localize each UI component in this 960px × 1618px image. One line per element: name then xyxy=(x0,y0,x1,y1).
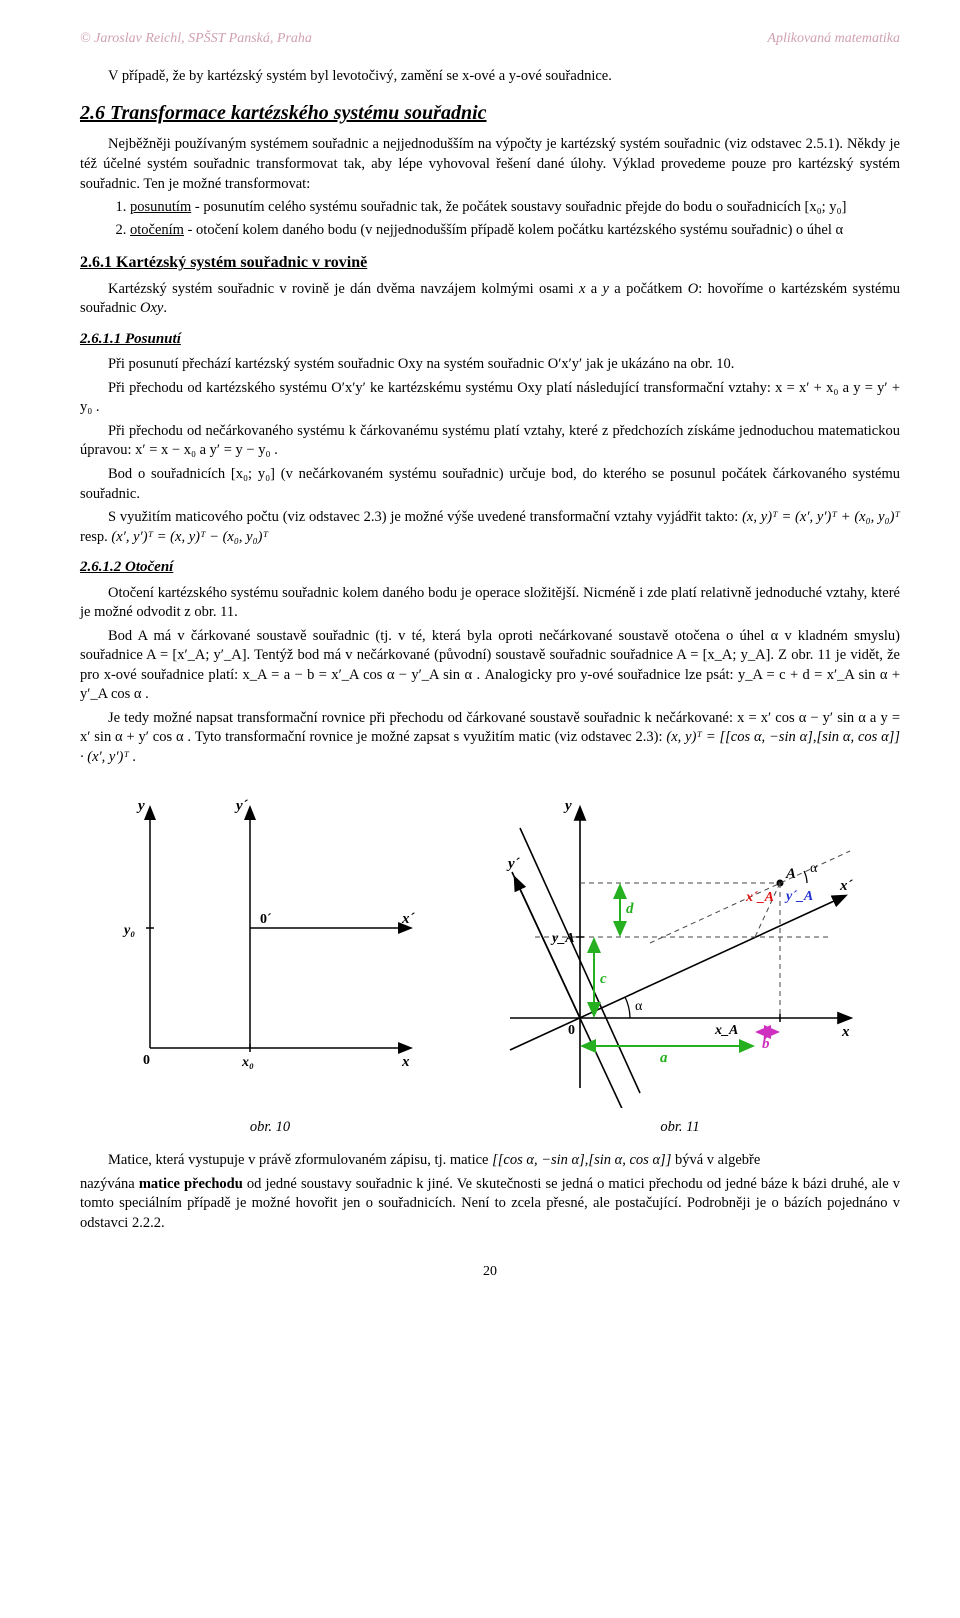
matrix-eq-1: (x, y)ᵀ = (x′, y′)ᵀ + (x₀, y₀)ᵀ xyxy=(742,509,900,525)
label-y: y xyxy=(136,798,145,814)
tail-p1: Matice, která vystupuje v právě zformulo… xyxy=(80,1151,900,1171)
label-d: d xyxy=(626,901,634,917)
sec2611-p2: Při přechodu od kartézského systému O′x′… xyxy=(80,379,900,418)
label-xp: x´ xyxy=(401,911,416,927)
label-O: 0 xyxy=(143,1053,150,1068)
heading-2-6-1: 2.6.1 Kartézský systém souřadnic v rovin… xyxy=(80,252,900,274)
sec2612-p1: Otočení kartézského systému souřadnic ko… xyxy=(80,584,900,623)
bold-term: matice přechodu xyxy=(139,1176,243,1192)
label-A: A xyxy=(785,866,796,882)
sec26-p1: Nejběžněji používaným systémem souřadnic… xyxy=(80,135,900,194)
matrix-eq-2: (x′, y′)ᵀ = (x, y)ᵀ − (x₀, y₀)ᵀ xyxy=(111,529,268,545)
heading-2-6-1-1: 2.6.1.1 Posunutí xyxy=(80,329,900,349)
sec2612-p3: Je tedy možné napsat transformační rovni… xyxy=(80,709,900,768)
li2-head: otočením xyxy=(130,222,184,238)
label-y0: y₀ xyxy=(122,923,135,938)
label-x11: x xyxy=(841,1024,850,1040)
sec2611-p4: Bod o souřadnicích [x₀; y₀] (v nečárkova… xyxy=(80,465,900,504)
sec2611-p3: Při přechodu od nečárkovaného systému k … xyxy=(80,422,900,461)
heading-2-6: 2.6 Transformace kartézského systému sou… xyxy=(80,100,900,127)
txt: . xyxy=(163,300,167,316)
label-alpha2: α xyxy=(810,861,818,876)
label-xp11: x´ xyxy=(839,878,854,894)
caption-fig11: obr. 11 xyxy=(490,1118,870,1138)
sec2611-p1: Při posunutí přechází kartézský systém s… xyxy=(80,355,900,375)
label-yp: y´ xyxy=(234,798,249,814)
figure-11: 0 x y x´ y´ A xyxy=(490,788,870,1108)
label-xA: x_A xyxy=(714,1023,738,1038)
transform-list: posunutím - posunutím celého systému sou… xyxy=(112,198,900,240)
li2-rest: - otočení kolem daného bodu (v nejjednod… xyxy=(184,222,843,238)
page-number: 20 xyxy=(80,1263,900,1282)
label-xAp: x´_A xyxy=(745,890,774,905)
txt: resp. xyxy=(80,529,111,545)
var-O: O xyxy=(688,281,698,297)
sec261-p1: Kartézský systém souřadnic v rovině je d… xyxy=(80,280,900,319)
txt: bývá v algebře xyxy=(675,1152,760,1168)
header-left: © Jaroslav Reichl, SPŠST Panská, Praha xyxy=(80,30,312,49)
tail-p2: nazývána matice přechodu od jedné sousta… xyxy=(80,1175,900,1234)
txt: S využitím maticového počtu (viz odstave… xyxy=(108,509,738,525)
txt: nazývána xyxy=(80,1176,139,1192)
figure-10: 0 x y 0´ x´ y´ x₀ y₀ xyxy=(110,788,430,1088)
label-y11: y xyxy=(563,798,572,814)
label-x: x xyxy=(401,1054,410,1070)
label-alpha1: α xyxy=(635,999,643,1014)
txt: a xyxy=(585,281,602,297)
label-yAp: y´_A xyxy=(784,889,813,904)
alpha-arc-2 xyxy=(804,871,807,883)
label-b: b xyxy=(762,1036,770,1052)
txt: Kartézský systém souřadnic v rovině je d… xyxy=(108,281,579,297)
label-yA: y_A xyxy=(550,931,575,946)
txt: Matice, která vystupuje v právě zformulo… xyxy=(108,1152,492,1168)
alpha-arc-1 xyxy=(625,997,630,1018)
list-item: otočením - otočení kolem daného bodu (v … xyxy=(130,221,900,241)
label-Op: 0´ xyxy=(260,912,272,927)
var-Oxy: Oxy xyxy=(140,300,163,316)
label-c: c xyxy=(600,971,607,987)
heading-2-6-1-2: 2.6.1.2 Otočení xyxy=(80,557,900,577)
label-a: a xyxy=(660,1050,668,1066)
li1-head: posunutím xyxy=(130,199,191,215)
caption-fig10: obr. 10 xyxy=(110,1118,430,1138)
label-yp11: y´ xyxy=(506,856,521,872)
txt: a počátkem xyxy=(609,281,688,297)
intro-paragraph: V případě, že by kartézský systém byl le… xyxy=(80,67,900,87)
sec2611-p5: S využitím maticového počtu (viz odstave… xyxy=(80,508,900,547)
li1-rest: - posunutím celého systému souřadnic tak… xyxy=(191,199,846,215)
label-O11: 0 xyxy=(568,1023,575,1038)
label-x0: x₀ xyxy=(241,1055,254,1070)
sec2612-p2: Bod A má v čárkované soustavě souřadnic … xyxy=(80,627,900,705)
list-item: posunutím - posunutím celého systému sou… xyxy=(130,198,900,218)
header-right: Aplikovaná matematika xyxy=(767,30,900,49)
matrix-inline: [[cos α, −sin α],[sin α, cos α]] xyxy=(492,1152,671,1168)
